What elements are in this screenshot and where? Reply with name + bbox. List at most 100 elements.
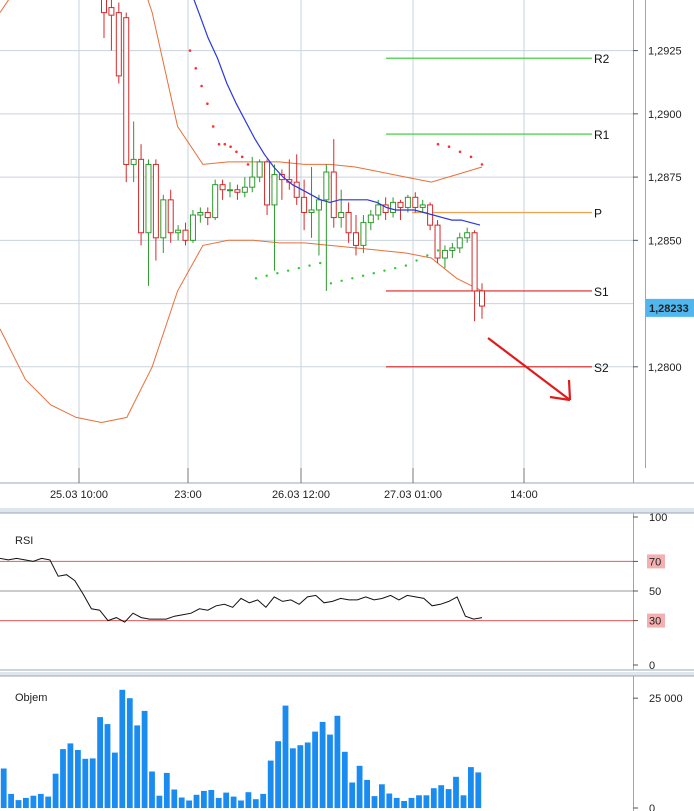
- candle-body[interactable]: [353, 232, 359, 246]
- volume-bar[interactable]: [386, 793, 393, 809]
- candle-body[interactable]: [145, 163, 152, 234]
- volume-bar[interactable]: [364, 779, 370, 808]
- candle-body[interactable]: [301, 196, 308, 213]
- candle-body[interactable]: [219, 184, 226, 191]
- candle-body[interactable]: [241, 186, 248, 193]
- candle-body[interactable]: [323, 171, 330, 201]
- volume-bar[interactable]: [423, 795, 430, 808]
- candle-body[interactable]: [471, 232, 478, 292]
- volume-bar[interactable]: [8, 793, 14, 808]
- volume-bar[interactable]: [475, 772, 482, 808]
- volume-bar[interactable]: [312, 731, 318, 808]
- candle-body[interactable]: [390, 201, 397, 213]
- volume-bar[interactable]: [52, 773, 59, 808]
- volume-bar[interactable]: [416, 795, 422, 808]
- candle-body[interactable]: [434, 224, 441, 259]
- volume-bar[interactable]: [30, 795, 37, 808]
- volume-bar[interactable]: [97, 717, 103, 808]
- volume-bar[interactable]: [275, 741, 281, 808]
- candle-body[interactable]: [345, 211, 352, 234]
- candle-body[interactable]: [167, 199, 174, 234]
- candle-body[interactable]: [315, 199, 322, 211]
- volume-bar[interactable]: [149, 771, 155, 809]
- volume-bar[interactable]: [304, 742, 311, 809]
- candle-body[interactable]: [367, 214, 374, 224]
- volume-bar[interactable]: [141, 710, 148, 808]
- price-axis[interactable]: 1,2925 1,2900 1,2875 1,2850 1,2800 1,28233: [633, 46, 694, 374]
- volume-bar[interactable]: [401, 801, 407, 808]
- candle-body[interactable]: [101, 0, 107, 14]
- volume-bar[interactable]: [379, 784, 385, 808]
- volume-bar[interactable]: [327, 734, 333, 808]
- volume-bar[interactable]: [371, 796, 378, 808]
- volume-bar[interactable]: [468, 767, 474, 808]
- candle-body[interactable]: [441, 249, 448, 259]
- volume-bar[interactable]: [393, 797, 400, 808]
- candle-body[interactable]: [115, 12, 122, 77]
- volume-bar[interactable]: [282, 705, 289, 808]
- volume-bar[interactable]: [163, 772, 170, 808]
- candle-body[interactable]: [360, 222, 367, 246]
- volume-bar[interactable]: [445, 789, 452, 808]
- volume-bar[interactable]: [126, 698, 133, 808]
- volume-bar[interactable]: [430, 788, 437, 808]
- candle-body[interactable]: [130, 158, 137, 165]
- volume-bar[interactable]: [23, 797, 29, 808]
- candle-body[interactable]: [382, 204, 389, 213]
- candle-body[interactable]: [293, 181, 300, 198]
- candle-body[interactable]: [375, 204, 382, 216]
- volume-bar[interactable]: [223, 792, 230, 808]
- volume-bar[interactable]: [252, 799, 259, 808]
- candle-body[interactable]: [249, 176, 256, 188]
- volume-bar[interactable]: [171, 789, 178, 809]
- candle-body[interactable]: [449, 247, 456, 251]
- candle-body[interactable]: [152, 163, 159, 239]
- volume-bar[interactable]: [245, 792, 252, 808]
- candle-body[interactable]: [189, 214, 196, 241]
- candle-body[interactable]: [412, 196, 419, 208]
- candle-body[interactable]: [204, 211, 211, 219]
- candle-body[interactable]: [419, 204, 426, 208]
- candle-body[interactable]: [123, 17, 130, 165]
- volume-bar[interactable]: [356, 765, 363, 808]
- volume-bar[interactable]: [193, 794, 200, 808]
- volume-bar[interactable]: [89, 758, 96, 808]
- volume-bar[interactable]: [119, 689, 126, 808]
- current-price-tag[interactable]: [646, 298, 694, 317]
- candle-body[interactable]: [234, 189, 241, 193]
- candle-body[interactable]: [182, 229, 189, 241]
- candle-body[interactable]: [338, 211, 345, 219]
- candle-body[interactable]: [212, 184, 219, 219]
- volume-bar[interactable]: [178, 797, 185, 809]
- volume-bar[interactable]: [75, 750, 81, 808]
- volume-bar[interactable]: [230, 796, 237, 808]
- volume-bar[interactable]: [186, 800, 192, 809]
- volume-bar[interactable]: [341, 751, 348, 808]
- candle-body[interactable]: [227, 189, 233, 192]
- candle-body[interactable]: [404, 196, 411, 208]
- volume-bar[interactable]: [82, 758, 89, 808]
- candle-body[interactable]: [256, 161, 263, 178]
- volume-bar[interactable]: [453, 776, 459, 808]
- volume-bar[interactable]: [134, 725, 141, 808]
- volume-bar[interactable]: [60, 749, 66, 808]
- candle-body[interactable]: [308, 209, 315, 213]
- candle-body[interactable]: [330, 171, 337, 219]
- candle-body[interactable]: [278, 174, 285, 181]
- volume-bar[interactable]: [290, 748, 296, 808]
- volume-bar[interactable]: [334, 715, 341, 809]
- volume-bar[interactable]: [0, 768, 7, 809]
- volume-bar[interactable]: [238, 800, 244, 809]
- candle-body[interactable]: [479, 290, 485, 307]
- candle-body[interactable]: [264, 161, 271, 206]
- volume-bar[interactable]: [37, 793, 44, 808]
- candle-body[interactable]: [175, 229, 182, 234]
- candle-body[interactable]: [464, 232, 471, 239]
- volume-bar[interactable]: [156, 795, 163, 808]
- candlesticks[interactable]: [101, 0, 485, 322]
- volume-bar[interactable]: [112, 752, 118, 808]
- volume-bar[interactable]: [408, 797, 415, 808]
- volume-bar[interactable]: [67, 743, 74, 808]
- candle-body[interactable]: [108, 7, 115, 16]
